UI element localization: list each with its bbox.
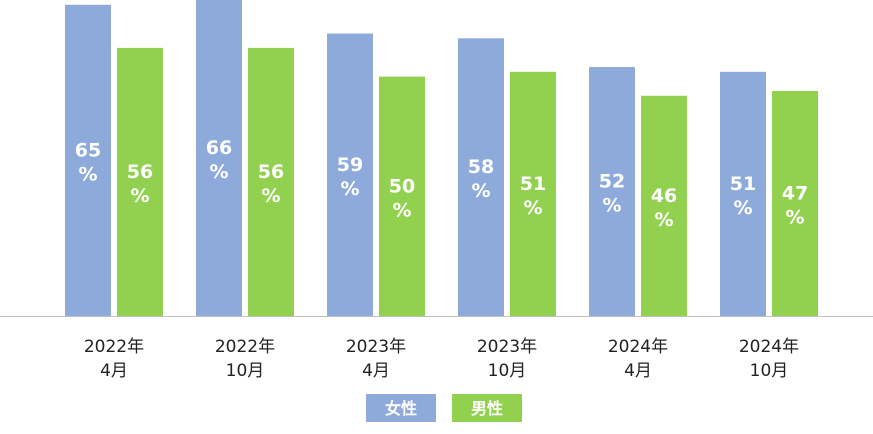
- data-label: 66: [206, 137, 232, 159]
- data-label-unit: %: [523, 197, 542, 219]
- x-tick-label-month: 4月: [100, 361, 128, 381]
- bar-male: [379, 76, 425, 316]
- legend-label-female: 女性: [385, 399, 417, 418]
- bar-male: [117, 47, 163, 317]
- data-label-unit: %: [130, 185, 149, 207]
- x-tick-label-year: 2022年: [84, 337, 144, 357]
- x-tick-label-month: 10月: [226, 361, 265, 381]
- bar-male: [641, 95, 687, 317]
- bar-male: [772, 90, 818, 316]
- bar-female: [720, 71, 766, 317]
- data-label-unit: %: [602, 195, 621, 217]
- legend-swatch-male: [452, 394, 522, 422]
- data-label: 56: [258, 161, 284, 183]
- bar-female: [327, 33, 373, 317]
- data-label: 52: [599, 171, 625, 193]
- legend-label-male: 男性: [471, 399, 503, 418]
- data-label-unit: %: [340, 178, 359, 200]
- x-tick-label-month: 4月: [624, 361, 652, 381]
- bar-male: [248, 47, 294, 317]
- bar-female: [196, 0, 242, 316]
- x-tick-label-year: 2023年: [346, 337, 406, 357]
- legend-swatch-female: [366, 394, 436, 422]
- data-label-unit: %: [209, 161, 228, 183]
- x-tick-label-year: 2022年: [215, 337, 275, 357]
- data-label: 47: [782, 182, 808, 204]
- bar-female: [65, 4, 111, 317]
- data-label: 50: [389, 175, 415, 197]
- data-label-unit: %: [392, 199, 411, 221]
- data-label-unit: %: [733, 197, 752, 219]
- bar-female: [589, 67, 635, 316]
- x-tick-label-year: 2024年: [739, 337, 799, 357]
- x-tick-label-month: 10月: [750, 361, 789, 381]
- bar-male: [510, 71, 556, 317]
- data-label: 51: [520, 173, 546, 195]
- data-label-unit: %: [261, 185, 280, 207]
- data-label-unit: %: [78, 163, 97, 185]
- x-tick-label-month: 10月: [488, 361, 527, 381]
- bar-female: [458, 38, 504, 316]
- x-tick-label-year: 2023年: [477, 337, 537, 357]
- data-label: 65: [75, 139, 101, 161]
- data-label: 46: [651, 185, 677, 207]
- data-label-unit: %: [654, 209, 673, 231]
- x-tick-label-year: 2024年: [608, 337, 668, 357]
- data-label-unit: %: [471, 180, 490, 202]
- data-label: 51: [730, 173, 756, 195]
- data-label-unit: %: [785, 206, 804, 228]
- data-label: 56: [127, 161, 153, 183]
- data-label: 59: [337, 154, 363, 176]
- data-label: 58: [468, 156, 494, 178]
- x-tick-label-month: 4月: [362, 361, 390, 381]
